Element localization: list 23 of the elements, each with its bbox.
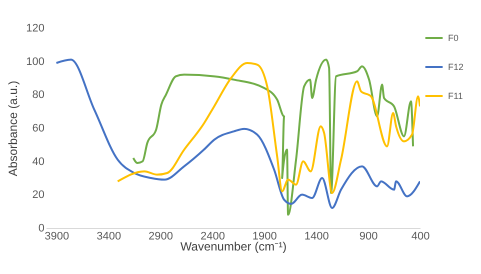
y-tick-label: 20 <box>32 189 44 202</box>
y-tick-label: 60 <box>32 122 44 134</box>
x-axis-title: Wavenumber (cm⁻¹) <box>180 240 287 254</box>
y-tick-label: 80 <box>32 89 44 102</box>
x-tick-label: 3400 <box>96 230 122 242</box>
y-tick-label: 100 <box>26 56 44 68</box>
legend-label: F0 <box>448 33 459 43</box>
line-series <box>116 62 420 194</box>
legend-label: F11 <box>448 91 463 101</box>
y-tick-label: 0 <box>38 222 44 234</box>
legend-label: F12 <box>448 62 464 72</box>
x-tick-label: 2400 <box>200 230 225 242</box>
line-series <box>132 58 414 216</box>
y-tick-label: 40 <box>32 156 44 168</box>
x-tick-label: 2900 <box>148 230 174 242</box>
x-tick-label: 900 <box>359 230 378 242</box>
x-tick-label: 3900 <box>44 230 70 242</box>
x-tick-label: 400 <box>411 230 430 242</box>
line-series <box>55 58 420 209</box>
y-tick-label: 120 <box>26 22 44 34</box>
x-tick-label: 1900 <box>252 230 277 242</box>
y-axis-title: Absorbance (a.u.) <box>6 80 20 176</box>
x-tick-label: 1400 <box>304 230 329 242</box>
